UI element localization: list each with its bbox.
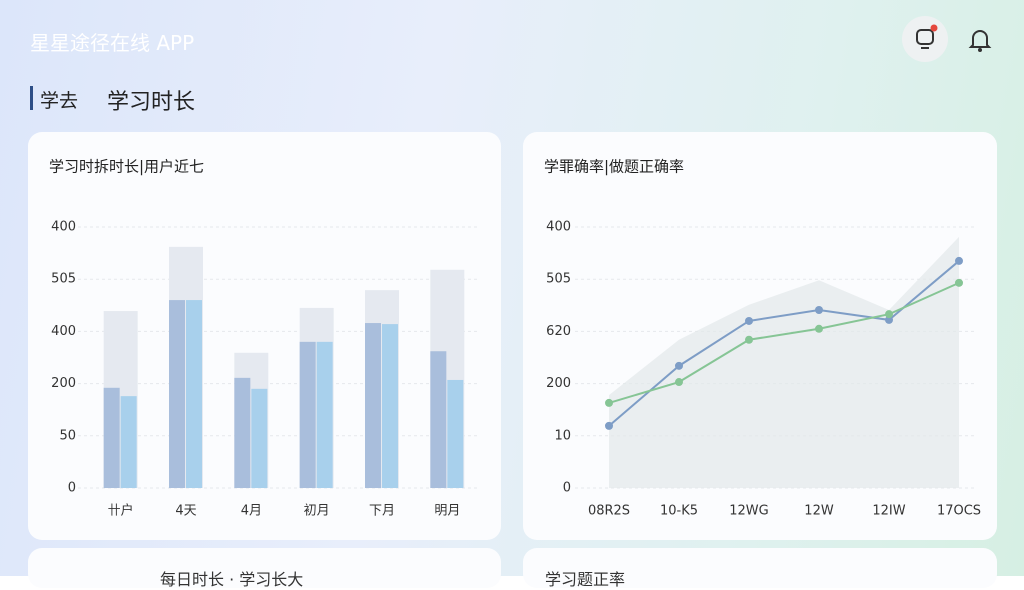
point <box>815 324 823 333</box>
bell-button[interactable] <box>966 26 994 54</box>
y-tick-label: 50 <box>59 428 76 443</box>
point <box>955 278 963 287</box>
x-tick-label: 4天 <box>175 504 196 519</box>
y-tick-label: 400 <box>546 220 571 235</box>
bar <box>316 341 333 488</box>
x-tick-label: 10-K5 <box>660 504 698 519</box>
y-tick-label: 505 <box>51 272 76 287</box>
x-tick-label: 08R2S <box>588 504 630 519</box>
message-button[interactable] <box>902 16 948 62</box>
x-tick-label: 4月 <box>241 504 262 519</box>
bar <box>169 300 185 488</box>
bar <box>120 396 137 488</box>
x-tick-label: 明月 <box>434 504 460 519</box>
y-tick-label: 0 <box>68 481 76 496</box>
point <box>885 315 893 324</box>
y-tick-label: 400 <box>51 324 76 339</box>
bar <box>365 323 381 488</box>
x-tick-label: 12IW <box>872 504 905 519</box>
point <box>745 335 753 344</box>
x-tick-label: 下月 <box>369 504 395 519</box>
point <box>605 398 613 407</box>
bar <box>234 377 251 488</box>
x-tick-label: 初月 <box>304 504 330 519</box>
x-tick-label: 卄户 <box>108 503 134 519</box>
section-marker <box>30 86 33 110</box>
x-tick-label: 12WG <box>729 504 768 519</box>
line <box>608 260 960 427</box>
bar <box>299 341 316 488</box>
y-tick-label: 10 <box>554 428 571 443</box>
point <box>885 310 893 319</box>
section-label: 学去 <box>40 90 79 112</box>
y-tick-label: 620 <box>546 324 571 339</box>
bar <box>447 379 464 488</box>
section-title: 学习时长 <box>107 90 196 115</box>
y-tick-label: 505 <box>546 272 571 287</box>
bar <box>382 324 398 488</box>
y-tick-label: 200 <box>51 376 76 391</box>
y-tick-label: 0 <box>563 481 571 496</box>
bar <box>103 387 120 488</box>
chart-title: 学习时拆时长|用户近七 <box>49 158 204 176</box>
bar <box>430 351 447 488</box>
point <box>955 256 963 265</box>
point <box>745 316 753 325</box>
charts: 学习时拆时长|用户近七 0 50 200 400 505 400 卄户 4天 4月 初月 下月 明月 学罪… <box>49 158 981 519</box>
app-title: 星星途径在线 APP <box>30 31 195 55</box>
y-tick-label: 200 <box>546 376 571 391</box>
point <box>675 378 683 387</box>
point <box>815 305 823 314</box>
x-tick-label: 12W <box>804 504 834 519</box>
point <box>605 421 613 430</box>
line <box>608 281 960 404</box>
area <box>609 236 959 488</box>
bar <box>251 388 268 488</box>
x-tick-label: 17OCS <box>937 504 981 519</box>
chart-title: 学罪确率|做题正确率 <box>544 158 684 176</box>
point <box>675 361 683 370</box>
bar <box>186 300 202 488</box>
y-tick-label: 400 <box>51 220 76 235</box>
